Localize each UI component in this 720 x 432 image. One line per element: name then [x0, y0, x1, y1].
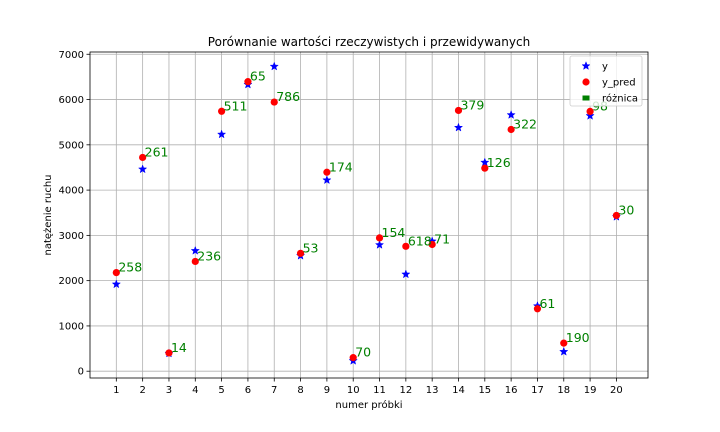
difference-label: 154 [382, 225, 406, 240]
y-tick-label: 6000 [59, 95, 84, 106]
difference-label: 258 [118, 260, 142, 275]
y-pred-point [375, 234, 384, 242]
difference-label: 379 [460, 97, 484, 112]
x-tick-label: 7 [271, 385, 277, 396]
y-pred-point [218, 107, 226, 115]
y-pred-point [586, 107, 594, 116]
y-pred-point [428, 240, 436, 249]
x-tick-label: 8 [297, 385, 303, 396]
y-pred-point [349, 354, 357, 362]
y-point [216, 129, 227, 139]
y-point [137, 164, 148, 174]
y-point [269, 61, 279, 71]
y-pred-point [612, 211, 621, 220]
y-point [374, 239, 385, 249]
y-tick-label: 0 [78, 367, 84, 378]
x-tick-label: 1 [113, 385, 119, 396]
y-point [401, 269, 411, 279]
y-point [111, 279, 122, 289]
y-pred-point [454, 106, 463, 115]
x-tick-label: 11 [373, 385, 386, 396]
x-tick-label: 12 [399, 385, 412, 396]
y-tick-label: 3000 [59, 231, 84, 242]
x-tick-label: 9 [324, 385, 330, 396]
x-tick-label: 17 [531, 385, 544, 396]
y-point [480, 157, 490, 167]
x-tick-label: 6 [245, 385, 251, 396]
y-point [585, 110, 595, 120]
chart-title: Porównanie wartości rzeczywistych i prze… [208, 35, 530, 49]
x-tick-label: 15 [478, 385, 491, 396]
y-axis-label: natężenie ruchu [43, 174, 54, 255]
x-tick-label: 4 [192, 385, 198, 396]
x-tick-label: 3 [166, 385, 172, 396]
y-tick-label: 7000 [59, 50, 84, 61]
y-pred-point [244, 78, 252, 86]
difference-label: 511 [224, 98, 248, 113]
legend-marker-roznica [582, 95, 590, 101]
x-tick-label: 2 [139, 385, 145, 396]
y-pred-point [323, 168, 331, 176]
y-pred-point [270, 98, 278, 106]
y-pred-point [481, 164, 489, 172]
grid [90, 52, 648, 378]
y-tick-label: 2000 [59, 276, 84, 287]
y-tick-label: 5000 [59, 140, 84, 151]
legend-label: różnica [602, 93, 638, 105]
y-pred-point [112, 268, 120, 277]
y-pred-point [402, 242, 410, 250]
difference-label: 61 [539, 296, 555, 311]
legend-label: y_pred [602, 78, 636, 89]
difference-label: 190 [566, 330, 590, 345]
difference-label: 70 [355, 345, 371, 360]
y-tick-label: 1000 [59, 321, 84, 332]
y-point [190, 245, 200, 255]
x-tick-label: 16 [505, 385, 518, 396]
difference-label: 322 [513, 117, 537, 132]
x-tick-label: 13 [426, 385, 439, 396]
axis-ticks: 1 2 3 4 5 6 7 8 9 10 11 12 13 14 15 16 17 18 19 20010002000… [59, 50, 623, 396]
y-pred-point [191, 257, 199, 266]
x-tick-label: 20 [610, 385, 623, 396]
x-tick-label: 5 [218, 385, 224, 396]
x-tick-label: 10 [347, 385, 360, 396]
x-tick-label: 14 [452, 385, 465, 396]
x-tick-label: 19 [584, 385, 597, 396]
y-point [322, 175, 332, 185]
difference-label: 65 [250, 69, 266, 84]
plot-frame [89, 51, 649, 379]
y-pred-point [507, 125, 515, 134]
difference-label: 236 [197, 248, 221, 263]
y-pred-point [139, 153, 147, 162]
y-tick-label: 4000 [59, 186, 84, 197]
y-pred-point [296, 249, 305, 257]
difference-label: 261 [145, 144, 169, 159]
y-point [453, 122, 464, 132]
difference-label: 618 [408, 233, 432, 248]
legend: y y_pred różnica [569, 55, 643, 107]
difference-label: 786 [276, 89, 300, 104]
y-point [506, 110, 516, 119]
difference-label: 14 [171, 340, 187, 355]
legend-marker-y [581, 61, 591, 70]
y-point [559, 346, 569, 356]
difference-label: 174 [329, 159, 353, 174]
y-pred-point [165, 349, 173, 357]
difference-label: 30 [618, 202, 634, 217]
y-pred-point [533, 305, 542, 313]
difference-label: 71 [434, 231, 450, 246]
legend-marker-y-pred [582, 78, 590, 86]
y-pred-point [560, 339, 568, 347]
difference-label: 53 [303, 240, 319, 255]
x-tick-label: 18 [557, 385, 570, 396]
x-axis-label: numer próbki [335, 399, 402, 411]
difference-label: 126 [487, 155, 511, 170]
legend-label: y [602, 62, 608, 73]
